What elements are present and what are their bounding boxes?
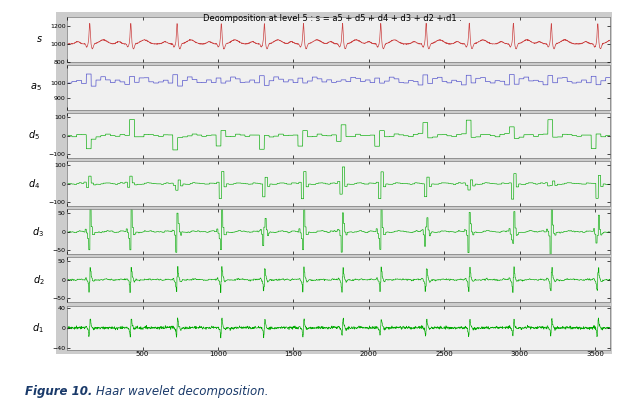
Y-axis label: d$_5$: d$_5$	[29, 129, 40, 142]
Y-axis label: s: s	[37, 34, 42, 44]
Y-axis label: d$_3$: d$_3$	[32, 225, 44, 238]
Text: Decomposition at level 5 : s = a5 + d5 + d4 + d3 + d2 + d1 .: Decomposition at level 5 : s = a5 + d5 +…	[203, 14, 461, 22]
Y-axis label: d$_1$: d$_1$	[32, 321, 44, 335]
Y-axis label: d$_4$: d$_4$	[28, 177, 40, 190]
Y-axis label: d$_2$: d$_2$	[32, 273, 44, 287]
Y-axis label: a$_5$: a$_5$	[30, 82, 42, 93]
Text: Haar wavelet decomposition.: Haar wavelet decomposition.	[96, 385, 269, 398]
Text: Figure 10.: Figure 10.	[25, 385, 92, 398]
